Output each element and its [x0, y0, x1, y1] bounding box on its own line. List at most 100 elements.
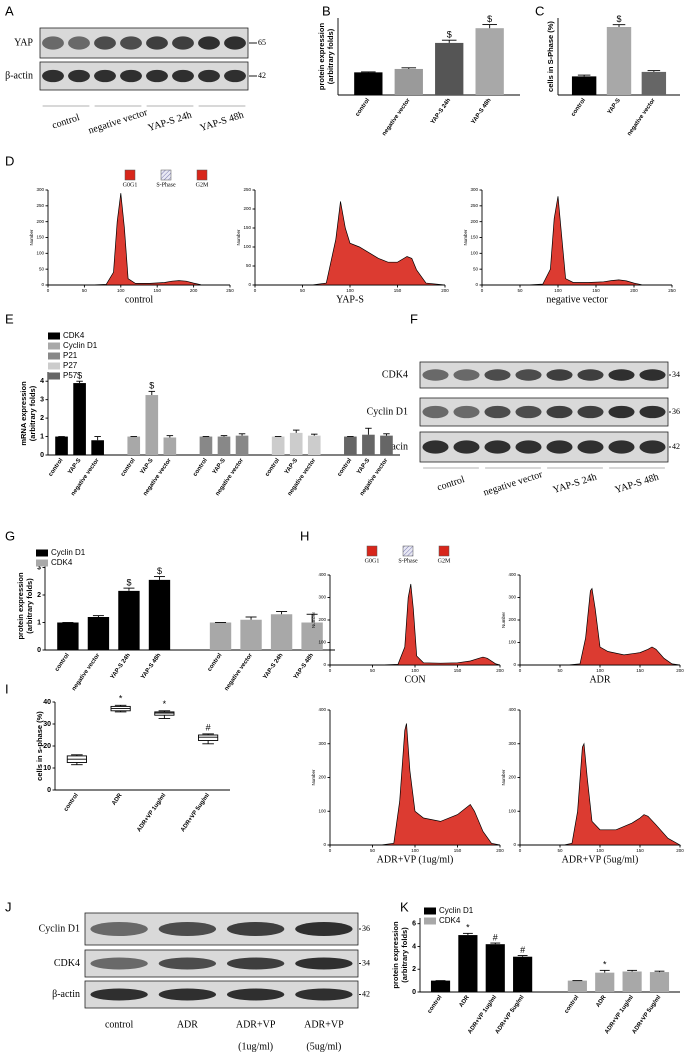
x-tick-label: control	[48, 457, 65, 477]
marker-label: 42	[672, 442, 680, 451]
lane-label: ADR+VP	[304, 1019, 344, 1030]
y-axis-label: cells in S-Phase (%)	[546, 21, 555, 92]
x-tick-label: 50	[82, 288, 88, 293]
legend-label: Cyclin D1	[63, 341, 98, 350]
y-tick-label: 0	[40, 452, 44, 459]
x-tick-label: 50	[370, 848, 376, 853]
y-tick-label: 50	[246, 263, 252, 268]
x-axis-label: CON	[404, 674, 425, 685]
lane-label: control	[105, 1019, 134, 1030]
x-tick-label: ADR	[458, 994, 471, 1009]
row-label: Cyclin D1	[367, 406, 408, 417]
band	[422, 369, 449, 381]
band	[546, 440, 573, 454]
x-tick-label: 200	[676, 668, 684, 673]
legend-label: Cyclin D1	[51, 548, 86, 557]
lane-label: ADR+VP	[236, 1019, 276, 1030]
bar	[301, 622, 323, 650]
row-label: CDK4	[382, 369, 408, 380]
x-tick-label: 200	[190, 288, 198, 293]
legend-label: CDK4	[51, 558, 73, 567]
y-tick-label: 300	[318, 741, 326, 746]
x-tick-label: 100	[411, 668, 419, 673]
x-tick-label: control	[355, 97, 372, 117]
band	[422, 405, 449, 419]
band	[515, 405, 542, 419]
x-tick-label: 200	[630, 288, 638, 293]
band	[226, 988, 285, 1001]
band	[120, 69, 142, 83]
lane-label: YAP-S 24h	[147, 110, 193, 134]
x-tick-label: ADR+VP 5ug/ml	[631, 994, 662, 1035]
y-axis-label: Number	[29, 229, 34, 246]
y-tick-label: 0	[412, 989, 416, 996]
annotation: $	[77, 371, 82, 381]
legend-label: CDK4	[63, 331, 85, 340]
histogram-curve	[520, 587, 681, 666]
legend-label: G2M	[438, 558, 451, 564]
band	[226, 921, 285, 937]
lane-label: negative vector	[482, 469, 544, 499]
histogram-curve	[48, 193, 231, 286]
band	[146, 69, 168, 83]
band	[422, 440, 449, 454]
y-tick-label: 150	[470, 235, 478, 240]
y-tick-label: 300	[508, 595, 516, 600]
y-tick-label: 50	[39, 266, 45, 271]
band	[608, 405, 635, 419]
panel-label: K	[400, 899, 409, 914]
x-tick-label: ADR+VP 1ug/ml	[467, 994, 498, 1035]
annotation: #	[493, 932, 498, 942]
legend-label: P57	[63, 371, 78, 380]
y-tick-label: 200	[243, 206, 251, 211]
y-axis-label: cells in s-phase (%)	[35, 711, 44, 781]
x-axis-label: ADR+VP (5ug/ml)	[562, 854, 639, 865]
band	[90, 957, 148, 970]
lane-label: YAP-S 48h	[199, 110, 245, 134]
x-tick-label: 150	[636, 668, 644, 673]
x-tick-label: control	[564, 994, 581, 1014]
x-axis-label: ADR	[589, 674, 610, 685]
y-tick-label: 10	[43, 765, 51, 772]
x-tick-label: control	[427, 994, 444, 1014]
x-tick-label: negative vector	[71, 652, 102, 692]
x-tick-label: control	[265, 457, 282, 477]
x-tick-label: YAP-S	[356, 458, 371, 476]
legend-swatch	[124, 169, 136, 181]
x-tick-label: ADR+VP 1ug/ml	[136, 792, 167, 833]
y-tick-label: 400	[508, 707, 516, 712]
panel-label: G	[5, 528, 15, 543]
x-tick-label: control	[63, 792, 80, 812]
band	[295, 921, 353, 937]
y-tick-label: 200	[318, 617, 326, 622]
bar	[91, 440, 104, 455]
annotation: *	[119, 694, 123, 704]
x-tick-label: 50	[370, 668, 376, 673]
bar	[57, 622, 79, 650]
row-label: YAP	[14, 37, 33, 48]
annotation: $	[149, 381, 154, 391]
y-tick-label: 0	[513, 662, 516, 667]
legend-swatch	[438, 545, 450, 557]
band	[90, 921, 148, 937]
bar	[127, 436, 141, 455]
band	[198, 69, 220, 83]
panel-label: B	[322, 3, 331, 18]
bar	[641, 71, 667, 95]
band	[515, 369, 542, 381]
lane-label: YAP-S 48h	[614, 472, 660, 496]
x-tick-label: 50	[557, 668, 563, 673]
x-tick-label: 0	[519, 848, 522, 853]
x-tick-label: 0	[47, 288, 50, 293]
band	[42, 69, 64, 83]
x-tick-label: YAP-S 24h	[263, 652, 285, 680]
x-tick-label: negative vector	[627, 97, 658, 137]
x-tick-label: 250	[226, 288, 234, 293]
x-tick-label: YAP-S 48h	[140, 652, 162, 680]
x-tick-label: YAP-S	[284, 458, 299, 476]
band	[158, 988, 217, 1001]
row-label: β-actin	[52, 989, 80, 1000]
legend-label: P21	[63, 351, 78, 360]
x-axis-label: control	[125, 294, 154, 305]
y-tick-label: 400	[318, 572, 326, 577]
